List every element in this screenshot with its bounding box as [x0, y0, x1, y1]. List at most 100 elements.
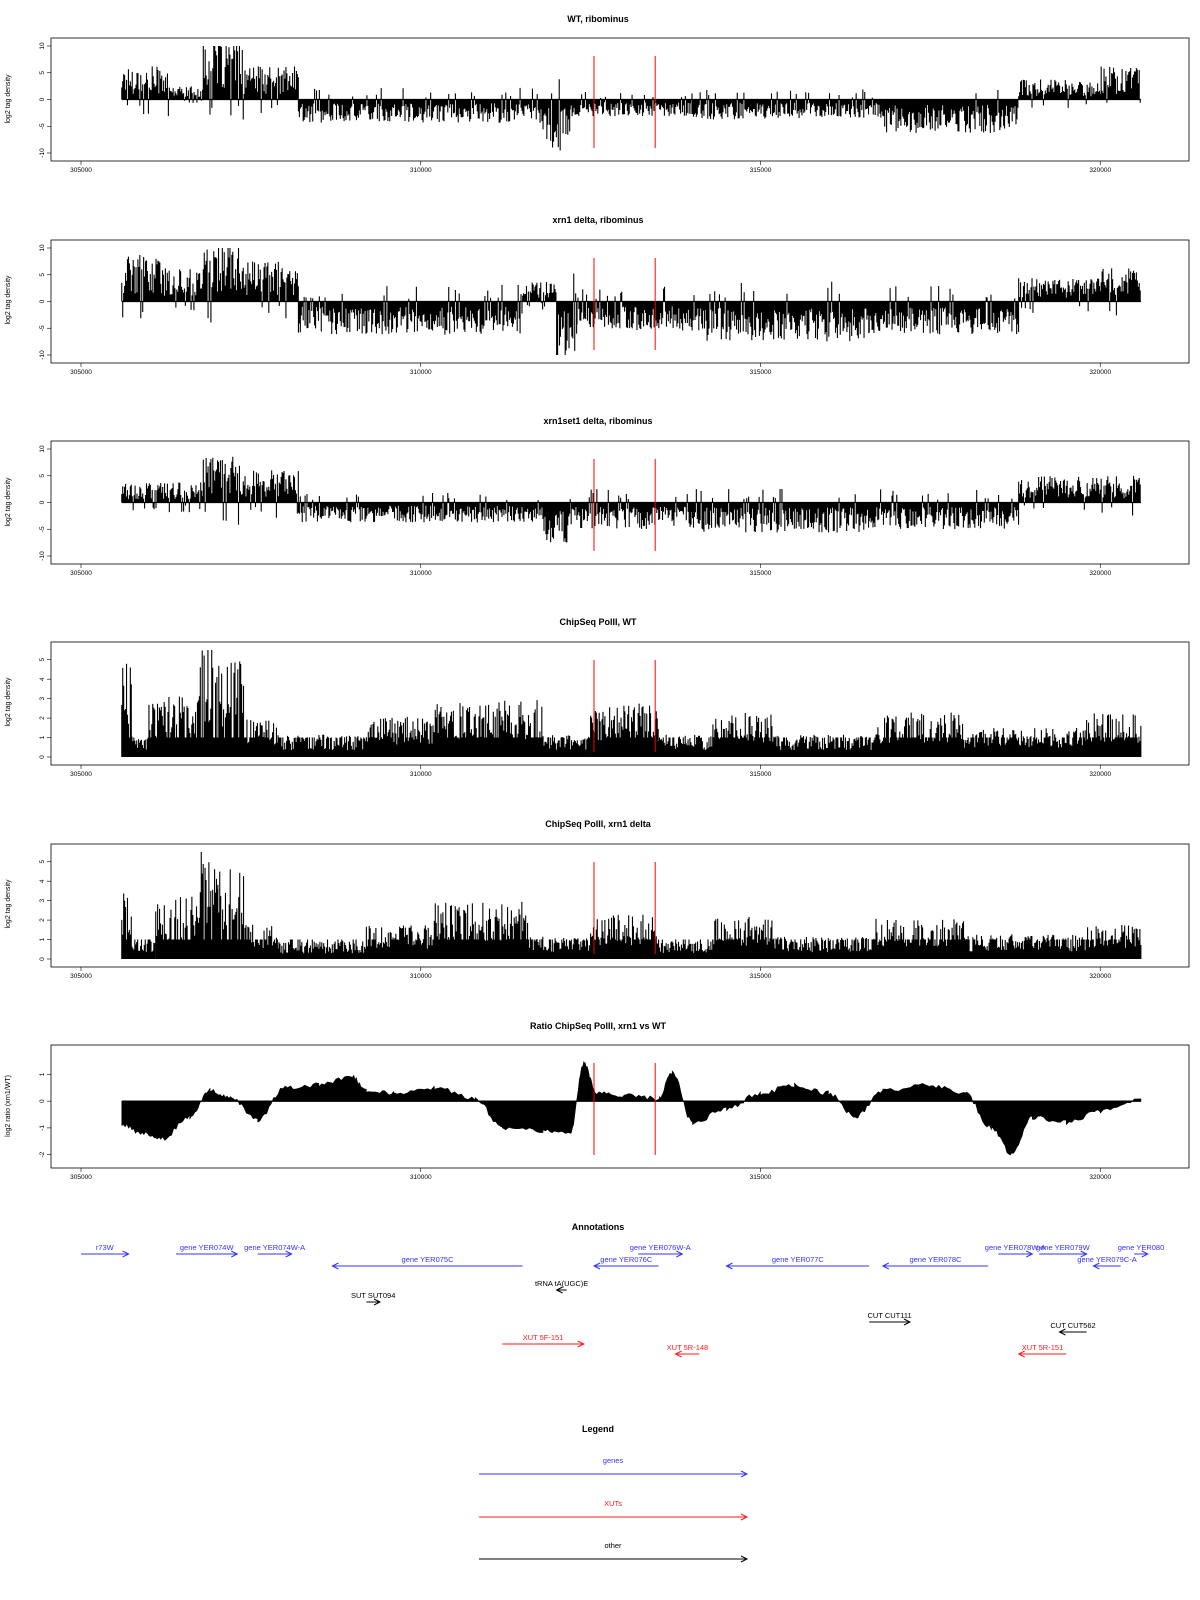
feature-label: gene YER075C	[402, 1255, 455, 1264]
y-tick-label: -2	[39, 1151, 46, 1157]
legend-swatch-head	[740, 1470, 749, 1478]
signal-bars-segment	[297, 492, 544, 523]
feature-arrow-head	[577, 1340, 585, 1348]
annotation-feature: gene YER076W-A	[630, 1243, 691, 1258]
y-tick-label: 4	[39, 879, 46, 883]
x-tick-label: 305000	[70, 973, 92, 980]
panel-xrn1-ribominus: xrn1 delta, ribominus log2 tag density -…	[5, 215, 1190, 376]
x-tick-label: 310000	[410, 973, 432, 980]
legend-swatch-head	[740, 1513, 749, 1521]
panel-chipseq-ratio: Ratio ChipSeq PolII, xrn1 vs WT log2 rat…	[5, 1021, 1190, 1181]
signal-bars	[121, 248, 1141, 355]
x-tick-label: 315000	[750, 771, 772, 778]
signal-bars-segment	[963, 934, 1087, 959]
annotation-feature: gene YER078W-A	[985, 1243, 1046, 1258]
feature-label: gene YER078W-A	[985, 1243, 1046, 1252]
feature-label: CUT CUT562	[1050, 1321, 1095, 1330]
y-axis-label: log2 tag density	[5, 477, 12, 527]
panel-xrn1set1-ribominus: xrn1set1 delta, ribominus log2 tag densi…	[5, 416, 1190, 577]
signal-bars-segment	[875, 712, 965, 757]
signal-bars-segment	[542, 735, 591, 757]
feature-arrow-head	[725, 1262, 733, 1270]
feature-label: gene YER076W-A	[630, 1243, 691, 1252]
signal-bars-segment	[1099, 268, 1141, 316]
panel-chipseq-xrn1: ChipSeq PolII, xrn1 delta log2 tag densi…	[5, 819, 1190, 980]
signal-bars-segment	[216, 661, 245, 757]
legend: Legend genes XUTs other	[479, 1424, 749, 1563]
signal-bars-segment	[121, 483, 169, 511]
feature-arrow-head	[1141, 1250, 1149, 1258]
signal-bars-segment	[297, 284, 523, 335]
x-tick-label: 305000	[70, 771, 92, 778]
feature-label: gene YER074W	[180, 1243, 235, 1252]
x-tick-label: 305000	[70, 1174, 92, 1181]
feature-label: XUT 5R-148	[667, 1343, 709, 1352]
signal-bars-segment	[168, 482, 204, 513]
feature-label: gene YER079W	[1036, 1243, 1091, 1252]
ratio-area	[121, 1061, 1142, 1156]
x-tick-label: 315000	[750, 167, 772, 174]
annotation-features: r73W gene YER074W gene YER074W-A gene YER07…	[81, 1243, 1164, 1358]
signal-bars-segment	[542, 502, 571, 543]
signal-bars-segment	[691, 489, 870, 533]
feature-label: gene YER077C	[772, 1255, 825, 1264]
feature-arrow-head	[674, 1350, 682, 1358]
annotation-feature: gene YER079C-A	[1077, 1255, 1137, 1270]
y-axis-label: log2 tag density	[5, 74, 12, 124]
plot-area: 0 1 2 3 4 5 305000 310000 315000 320000	[39, 843, 1190, 980]
signal-bars	[121, 852, 1142, 959]
signal-bars-segment	[243, 719, 278, 757]
signal-bars-segment	[365, 716, 435, 757]
x-tick-label: 320000	[1089, 973, 1111, 980]
y-axis-label: log2 tag density	[5, 677, 12, 727]
signal-bars-segment	[569, 91, 693, 117]
signal-bars-segment	[1018, 476, 1101, 510]
signal-bars	[121, 46, 1141, 151]
plot-area: 0 1 2 3 4 5 305000 310000 315000 320000	[39, 641, 1190, 778]
signal-bars-segment	[868, 489, 1020, 530]
signal-bars-segment	[658, 734, 714, 757]
plot-area: -10 -5 0 5 10 305000 310000 315000 320000	[39, 239, 1190, 376]
y-tick-label: 5	[39, 474, 46, 478]
signal-bars-segment	[773, 936, 877, 959]
x-tick-label: 305000	[70, 167, 92, 174]
y-tick-label: -5	[39, 325, 46, 331]
legend-swatch-head	[740, 1555, 749, 1563]
x-tick-label: 320000	[1089, 167, 1111, 174]
signal-bars-segment	[705, 281, 870, 342]
y-tick-label: 2	[39, 918, 46, 922]
y-tick-label: 5	[39, 860, 46, 864]
plot-area: -2 -1 0 1 305000 310000 315000 320000	[39, 1044, 1190, 1181]
annotation-feature: XUT 5R-148	[667, 1343, 709, 1358]
y-tick-label: -1	[39, 1125, 46, 1131]
x-tick-label: 315000	[750, 570, 772, 577]
signal-bars-segment	[202, 248, 244, 323]
signal-bars-segment	[1086, 925, 1142, 959]
signal-bars-segment	[168, 86, 204, 103]
x-tick-label: 315000	[750, 369, 772, 376]
feature-arrow-head	[1058, 1328, 1066, 1336]
signal-bars-segment	[882, 90, 1019, 133]
signal-bars-segment	[365, 925, 435, 959]
y-tick-label: 3	[39, 898, 46, 902]
feature-arrow-head	[555, 1286, 563, 1294]
signal-bars-segment	[243, 261, 299, 319]
y-tick-label: -10	[39, 350, 46, 360]
panel-title: xrn1 delta, ribominus	[552, 215, 643, 225]
signal-bars-segment	[121, 254, 163, 319]
signal-bars	[121, 456, 1141, 543]
plot-area: -10 -5 0 5 10 305000 310000 315000 320000	[39, 440, 1190, 577]
x-tick-label: 310000	[410, 1174, 432, 1181]
signal-bars-segment	[161, 268, 204, 311]
legend-title: Legend	[582, 1424, 614, 1434]
feature-label: SUT SUT094	[351, 1291, 395, 1300]
legend-item: other	[479, 1541, 749, 1563]
y-tick-label: 4	[39, 677, 46, 681]
signal-bars	[121, 650, 1142, 757]
plot-frame	[50, 843, 1190, 968]
signal-bars-segment	[556, 273, 578, 355]
feature-arrow-head	[592, 1262, 601, 1270]
feature-label: gene YER074W-A	[244, 1243, 305, 1252]
signal-bars-segment	[658, 939, 714, 959]
annotation-feature: gene YER076C	[592, 1255, 659, 1270]
